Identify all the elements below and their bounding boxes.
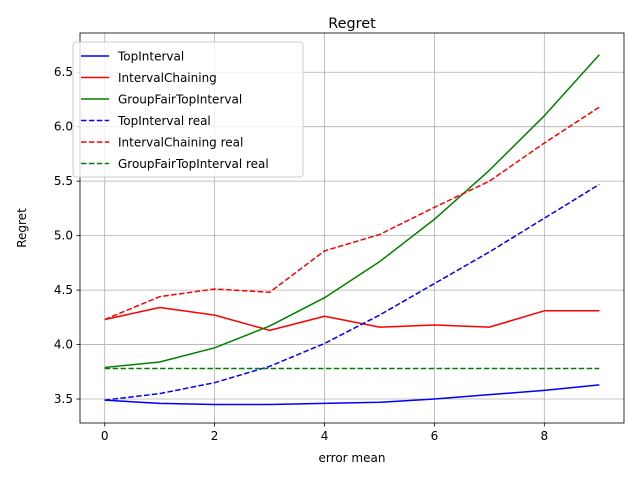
chart-title: Regret [328,16,376,32]
y-tick-label: 5.5 [54,174,73,188]
x-tick-label: 2 [211,429,219,443]
x-tick-label: 6 [431,429,439,443]
series-line-topinterval-real [104,183,600,401]
y-tick-label: 4.0 [54,338,73,352]
legend-label: IntervalChaining real [118,136,243,150]
legend-label: GroupFairTopInterval [118,93,242,107]
y-tick-label: 6.0 [54,120,73,134]
y-tick-label: 6.5 [54,65,73,79]
series-lines [104,54,600,406]
legend-label: TopInterval [117,50,184,64]
y-tick-label: 5.0 [54,229,73,243]
x-axis-label: error mean [319,451,386,465]
x-tick-label: 8 [541,429,549,443]
legend-label: IntervalChaining [118,71,217,85]
legend: TopInterval IntervalChaining GroupFairTopI… [72,41,304,178]
x-tick-label: 4 [321,429,329,443]
axis-ticks: 0 2 4 6 8 3.5 4.0 4.5 5.0 5.5 6.0 6.5 [54,65,548,443]
y-tick-label: 3.5 [54,392,73,406]
legend-box [72,41,304,178]
series-line-intervalchaining-real [104,106,600,321]
y-tick-label: 4.5 [54,283,73,297]
plot-frame [79,32,625,424]
series-line-topinterval [104,384,600,406]
series-line-intervalchaining [104,306,600,332]
legend-label: TopInterval real [117,114,211,128]
legend-label: GroupFairTopInterval real [118,157,269,171]
y-axis-label: Regret [15,208,29,248]
series-line-groupfairtopinterval [104,54,600,369]
x-tick-label: 0 [101,429,109,443]
